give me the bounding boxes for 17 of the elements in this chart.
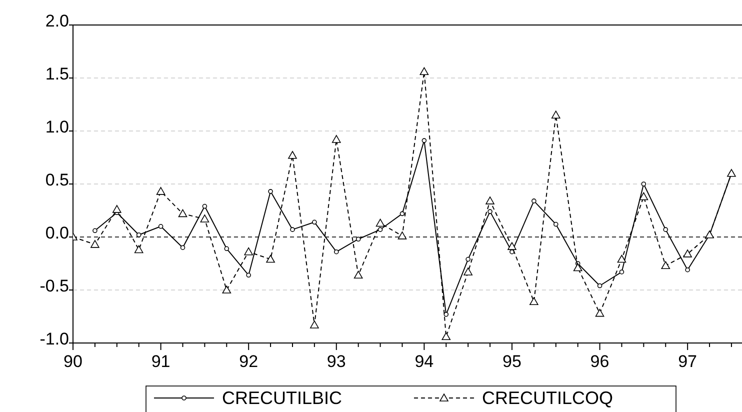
y-tick-label: -1.0 xyxy=(40,330,69,349)
x-tick-label: 96 xyxy=(590,352,610,371)
y-tick-label: 1.5 xyxy=(45,64,69,84)
x-tick-label: 91 xyxy=(151,352,170,371)
x-tick-label: 93 xyxy=(326,352,346,371)
legend-label: CRECUTILCOQ xyxy=(482,388,614,408)
y-tick-label: 2.0 xyxy=(45,12,69,31)
x-tick-label: 97 xyxy=(678,352,698,371)
y-tick-label: 0.0 xyxy=(45,224,69,243)
x-tick-label: 95 xyxy=(502,352,522,371)
x-tick-label: 94 xyxy=(414,352,434,371)
x-tick-label: 92 xyxy=(239,352,258,371)
x-tick-label: 90 xyxy=(64,352,82,371)
legend-label: CRECUTILBIC xyxy=(222,388,342,408)
y-tick-label: 1.0 xyxy=(45,118,69,137)
y-tick-label: 0.5 xyxy=(45,170,69,190)
y-tick-label: -0.5 xyxy=(40,276,69,296)
